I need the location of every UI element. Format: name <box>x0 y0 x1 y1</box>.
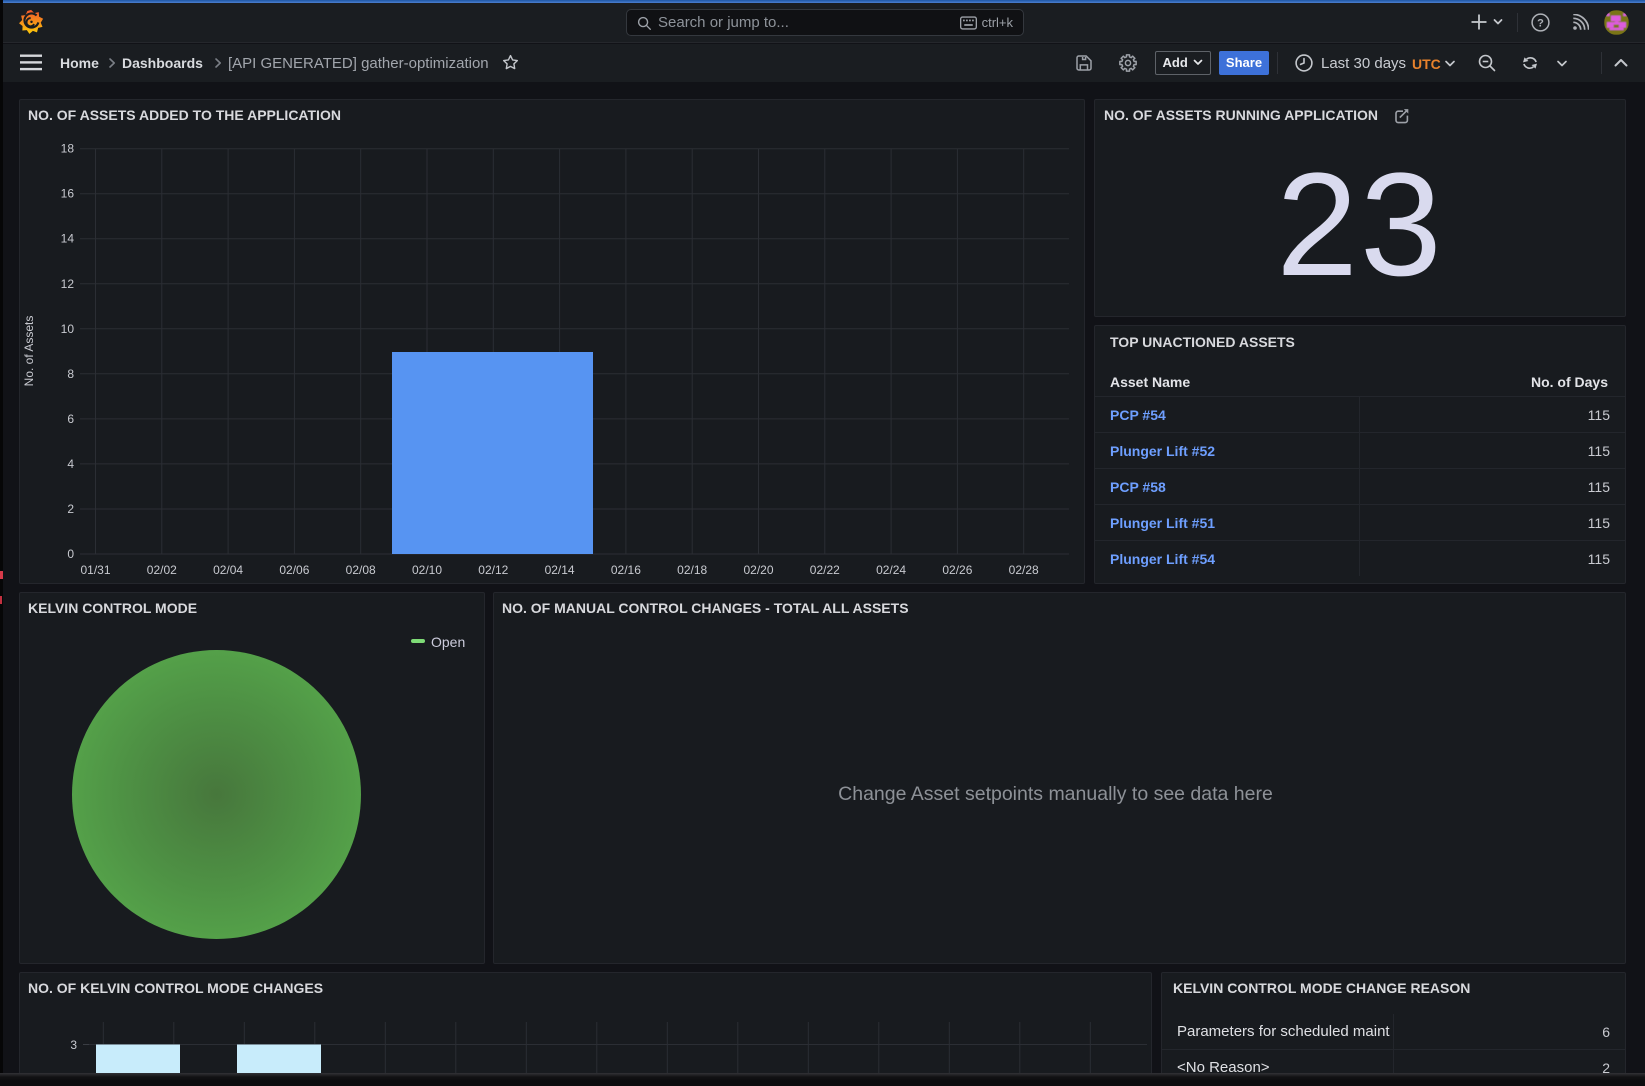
svg-text:02/22: 02/22 <box>810 563 840 577</box>
svg-text:01/31: 01/31 <box>80 563 110 577</box>
svg-text:10: 10 <box>61 322 75 336</box>
svg-text:6: 6 <box>67 412 74 426</box>
svg-text:0: 0 <box>67 547 74 561</box>
svg-text:18: 18 <box>61 142 75 156</box>
svg-text:02/24: 02/24 <box>876 563 906 577</box>
svg-text:02/26: 02/26 <box>942 563 972 577</box>
svg-text:2: 2 <box>67 502 74 516</box>
svg-text:02/06: 02/06 <box>279 563 309 577</box>
svg-text:02/14: 02/14 <box>545 563 575 577</box>
svg-text:16: 16 <box>61 187 75 201</box>
svg-text:02/18: 02/18 <box>677 563 707 577</box>
svg-text:8: 8 <box>67 367 74 381</box>
svg-text:02/02: 02/02 <box>147 563 177 577</box>
svg-text:No. of Assets: No. of Assets <box>22 316 36 387</box>
svg-text:12: 12 <box>61 277 75 291</box>
svg-text:02/10: 02/10 <box>412 563 442 577</box>
svg-text:02/08: 02/08 <box>346 563 376 577</box>
svg-text:02/20: 02/20 <box>743 563 773 577</box>
svg-text:02/04: 02/04 <box>213 563 243 577</box>
svg-text:02/28: 02/28 <box>1009 563 1039 577</box>
svg-text:14: 14 <box>61 232 75 246</box>
svg-text:?: ? <box>1537 17 1544 29</box>
svg-text:4: 4 <box>67 457 74 471</box>
svg-text:02/16: 02/16 <box>611 563 641 577</box>
svg-text:3: 3 <box>70 1038 77 1052</box>
svg-text:02/12: 02/12 <box>478 563 508 577</box>
